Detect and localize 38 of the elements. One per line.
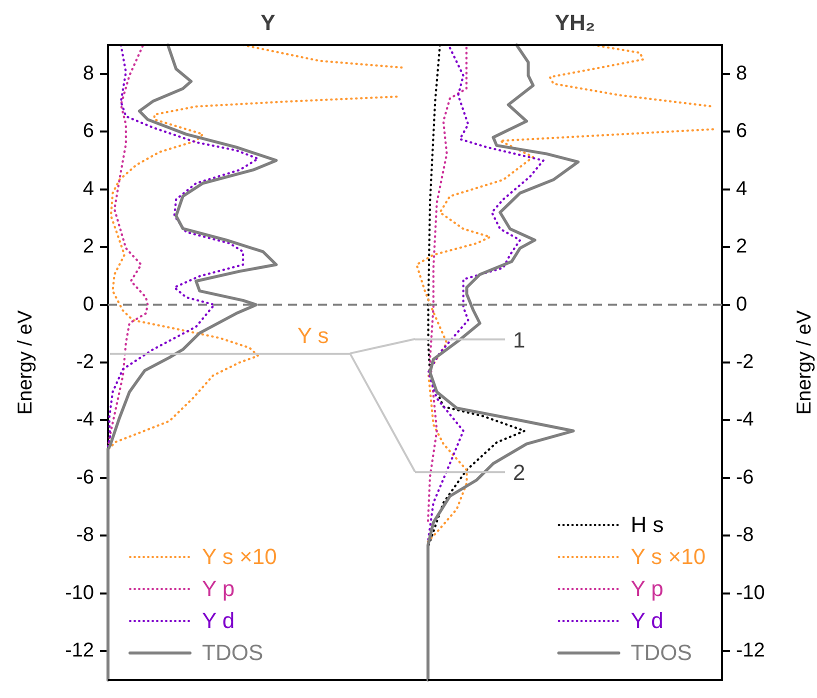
legend-label: TDOS [630, 640, 692, 666]
y-tick-label: -4 [736, 408, 754, 431]
y-tick-label: 4 [736, 178, 748, 200]
y-tick-label: 4 [82, 178, 94, 200]
y-tick-label: 0 [82, 293, 94, 316]
y-tick-label: 6 [82, 120, 94, 142]
y-axis-title: Energy / eV [794, 310, 816, 415]
y-tick-label: -10 [65, 582, 94, 604]
y-tick-label: -8 [76, 524, 94, 546]
y-tick-label: -6 [76, 466, 94, 488]
y-tick-label: -2 [736, 351, 754, 374]
y-tick-label: -10 [736, 582, 765, 604]
y-tick-label: 2 [82, 236, 94, 258]
annotation: 2 [513, 460, 526, 486]
y-tick-label: -6 [736, 466, 754, 488]
chart-title: YH₂ [554, 10, 596, 36]
y-axis-title: Energy / eV [14, 310, 37, 415]
y-tick-label: -8 [736, 524, 754, 546]
legend-label: Y s ×10 [630, 544, 706, 570]
y-tick-label: 0 [736, 293, 748, 316]
y-tick-label: -12 [736, 640, 765, 662]
legend-label: Y d [202, 608, 235, 634]
legend-label: Y s ×10 [202, 544, 277, 570]
legend-label: H s [630, 512, 664, 538]
legend-label: Y d [630, 608, 664, 634]
y-tick-label: 8 [82, 62, 94, 84]
legend-label: Y p [630, 576, 664, 602]
legend-label: TDOS [202, 640, 264, 666]
legend-label: Y p [202, 576, 235, 602]
y-tick-label: 8 [736, 62, 748, 84]
y-tick-label: 6 [736, 120, 748, 142]
y-tick-label: 2 [736, 236, 748, 258]
chart-title: Y [260, 10, 276, 36]
annotation: Y s [297, 322, 329, 348]
y-tick-label: -12 [65, 640, 94, 662]
y-tick-label: -4 [76, 408, 94, 431]
annotation: 1 [513, 327, 526, 352]
y-tick-label: -2 [76, 351, 94, 374]
